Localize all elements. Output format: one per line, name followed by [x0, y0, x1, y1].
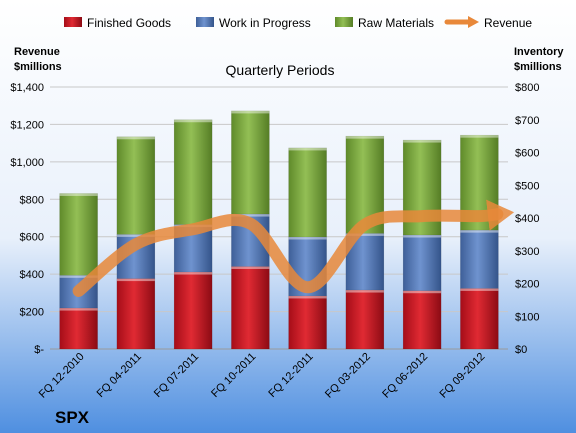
left-tick-label: $400	[20, 269, 44, 281]
bar-raw-materials	[116, 136, 156, 235]
bar-finished-goods-highlight	[174, 272, 213, 275]
legend-arrow-revenue	[468, 16, 479, 28]
left-axis-title-line1: Revenue	[14, 46, 60, 58]
legend-label-raw-materials: Raw Materials	[358, 16, 434, 30]
bar-finished-goods	[173, 271, 213, 350]
bar-raw-materials	[288, 147, 327, 238]
legend-item-finished-goods: Finished Goods	[64, 16, 171, 30]
bar-raw-materials-highlight	[59, 193, 98, 196]
bar-work-in-progress-highlight	[288, 236, 327, 240]
bar-raw-materials	[173, 119, 213, 225]
bar-finished-goods	[402, 290, 442, 350]
right-tick-label: $700	[515, 115, 539, 127]
bar-work-in-progress	[402, 234, 442, 291]
left-axis-ticks: $- $200 $400 $600 $800 $1,000 $1,200 $1,400	[10, 82, 44, 356]
legend-label-finished-goods: Finished Goods	[87, 16, 171, 30]
bar-finished-goods	[460, 288, 499, 350]
right-axis-title-line2: $millions	[514, 61, 562, 73]
left-tick-label: $1,200	[10, 119, 44, 131]
left-tick-label: $1,400	[10, 82, 44, 94]
bar-raw-materials	[59, 193, 98, 276]
chart-title: Quarterly Periods	[226, 62, 335, 78]
bar-finished-goods	[59, 307, 98, 350]
legend: Finished Goods Work in Progress Raw Mate…	[64, 16, 532, 30]
bar-finished-goods	[231, 266, 270, 350]
right-tick-label: $100	[515, 311, 539, 323]
legend-swatch-work-in-progress	[196, 17, 214, 27]
bar-finished-goods-highlight	[116, 278, 155, 282]
legend-swatch-raw-materials	[335, 17, 353, 27]
left-tick-label: $600	[20, 232, 44, 244]
bar-finished-goods-highlight	[403, 290, 442, 294]
legend-item-raw-materials: Raw Materials	[335, 16, 434, 30]
bar-raw-materials-highlight	[174, 119, 213, 123]
bar-work-in-progress-highlight	[59, 275, 98, 278]
bar-finished-goods	[288, 295, 327, 350]
bars	[59, 110, 499, 350]
legend-label-work-in-progress: Work in Progress	[219, 16, 311, 30]
revenue-line	[72, 199, 515, 297]
left-tick-label: $1,000	[10, 157, 44, 169]
bar-raw-materials-highlight	[345, 136, 384, 139]
left-tick-label: $200	[20, 307, 44, 319]
company-name: SPX	[55, 408, 90, 427]
bar-raw-materials-highlight	[403, 140, 442, 143]
bar-raw-materials-highlight	[116, 136, 155, 140]
bar-work-in-progress-highlight	[231, 214, 270, 217]
bar-finished-goods-highlight	[59, 308, 98, 311]
legend-item-revenue: Revenue	[444, 16, 532, 30]
bar-work-in-progress-highlight	[345, 233, 384, 236]
right-tick-label: $800	[515, 82, 539, 94]
right-tick-label: $500	[515, 180, 539, 192]
bar-finished-goods-highlight	[345, 290, 384, 293]
right-tick-label: $0	[515, 344, 527, 356]
right-tick-label: $600	[515, 148, 539, 160]
bar-work-in-progress-highlight	[460, 230, 499, 233]
bar-finished-goods	[345, 289, 385, 350]
bar-finished-goods-highlight	[288, 295, 327, 299]
bar-raw-materials-highlight	[460, 135, 499, 138]
bar-finished-goods	[116, 278, 156, 350]
left-tick-label: $-	[34, 344, 44, 356]
bar-work-in-progress-highlight	[403, 235, 442, 238]
left-axis-title-line2: $millions	[14, 61, 62, 73]
bar-finished-goods-highlight	[231, 266, 270, 269]
bar-finished-goods-highlight	[460, 288, 499, 291]
legend-swatch-finished-goods	[64, 17, 82, 27]
legend-item-work-in-progress: Work in Progress	[196, 16, 311, 30]
bar-raw-materials	[231, 110, 270, 215]
right-axis-title-line1: Inventory	[514, 46, 564, 58]
right-tick-label: $200	[515, 279, 539, 291]
legend-label-revenue: Revenue	[484, 16, 532, 30]
left-tick-label: $800	[20, 194, 44, 206]
bar-raw-materials-highlight	[288, 147, 327, 151]
right-axis-ticks: $0 $100 $200 $300 $400 $500 $600 $700 $800	[515, 82, 539, 356]
right-tick-label: $400	[515, 213, 539, 225]
revenue-line-path	[72, 199, 515, 297]
right-tick-label: $300	[515, 246, 539, 258]
bar-work-in-progress-highlight	[116, 234, 155, 237]
bar-raw-materials-highlight	[231, 110, 270, 114]
bar-work-in-progress	[460, 229, 499, 289]
